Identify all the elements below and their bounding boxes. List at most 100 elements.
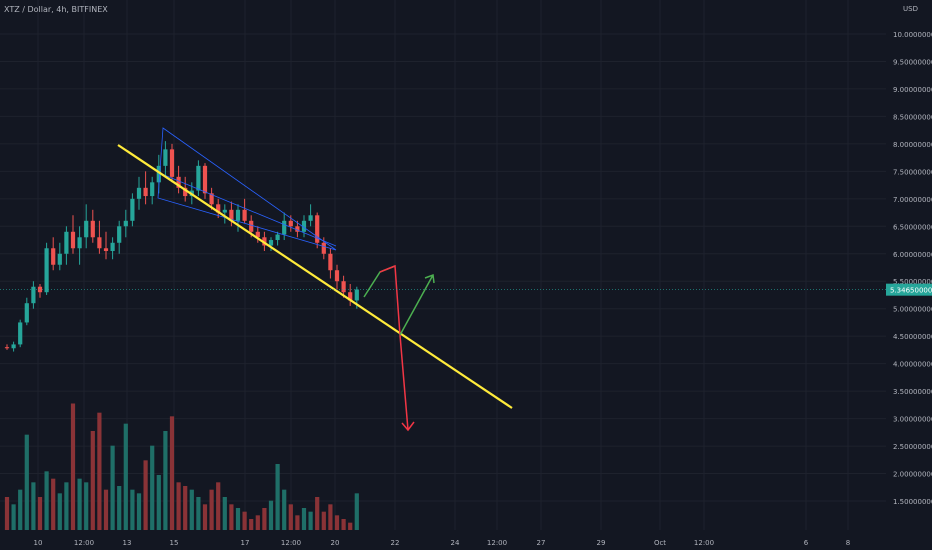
volume-bar bbox=[282, 489, 287, 530]
candle-body bbox=[64, 231, 69, 254]
candle-body bbox=[176, 176, 181, 188]
volume-bar bbox=[18, 489, 23, 530]
bullish-arrow[interactable] bbox=[399, 274, 434, 336]
candle-body bbox=[235, 209, 241, 221]
volume-bar bbox=[57, 493, 62, 530]
volume-bar bbox=[202, 504, 208, 530]
candle-body bbox=[11, 344, 16, 349]
candle-body bbox=[44, 248, 49, 293]
y-tick-label: 2.50000000 bbox=[893, 443, 932, 451]
candle-body bbox=[308, 215, 313, 221]
volume-bar bbox=[209, 489, 214, 530]
drawings[interactable] bbox=[117, 127, 513, 432]
candle-body bbox=[268, 240, 274, 246]
volume-bar bbox=[24, 434, 29, 530]
y-tick-label: 3.00000000 bbox=[893, 416, 932, 424]
candle-body bbox=[348, 292, 353, 301]
bullish-arrow-head bbox=[424, 273, 435, 284]
candle-body bbox=[123, 220, 128, 227]
volume-bar bbox=[315, 497, 320, 530]
candle-body bbox=[209, 193, 214, 205]
candle-body bbox=[169, 149, 175, 177]
candle-body bbox=[4, 347, 10, 349]
candle-body bbox=[150, 182, 155, 197]
volume-bar bbox=[229, 504, 234, 530]
x-tick-label: 12:00 bbox=[74, 539, 94, 547]
candle-body bbox=[110, 242, 115, 252]
last-price-label: 5.34650000 bbox=[890, 287, 932, 295]
candle-body bbox=[354, 289, 359, 301]
candle-body bbox=[255, 231, 260, 238]
price-axis[interactable]: 1.50000000 2.00000000 2.50000000 3.00000000… bbox=[893, 31, 932, 506]
volume-bar bbox=[70, 403, 76, 530]
volume-bar bbox=[189, 489, 194, 530]
volume-bar bbox=[97, 412, 102, 530]
candle-body bbox=[301, 220, 307, 232]
volume-bar bbox=[130, 489, 135, 530]
y-tick-label: 2.00000000 bbox=[893, 471, 932, 479]
support-trendline[interactable] bbox=[117, 144, 513, 409]
candle-body bbox=[57, 253, 62, 265]
candle-body bbox=[163, 149, 168, 166]
volume-bar bbox=[169, 416, 175, 530]
bearish-arrow[interactable] bbox=[399, 334, 409, 431]
y-tick-label: 10.0000000 bbox=[893, 31, 932, 39]
x-tick-label: 12:00 bbox=[694, 539, 714, 547]
pattern-inner-line bbox=[156, 171, 337, 247]
volume-bar bbox=[156, 475, 161, 530]
volume-bar bbox=[64, 482, 69, 530]
candle-body bbox=[97, 237, 102, 249]
candle-body bbox=[249, 220, 254, 232]
candle-body bbox=[321, 242, 326, 254]
volume-bars bbox=[4, 403, 359, 530]
volume-bar bbox=[268, 500, 274, 530]
candle-body bbox=[216, 204, 221, 213]
x-tick-label: 27 bbox=[537, 539, 546, 547]
grid-lines bbox=[0, 0, 886, 530]
currency-label[interactable]: USD bbox=[903, 5, 918, 13]
y-tick-label: 4.00000000 bbox=[893, 361, 932, 369]
y-tick-label: 9.50000000 bbox=[893, 58, 932, 66]
volume-bar bbox=[4, 497, 10, 530]
candle-body bbox=[18, 322, 23, 345]
symbol-title[interactable]: XTZ / Dollar, 4h, BITFINEX bbox=[4, 5, 108, 14]
bearish-arrow-head bbox=[401, 421, 415, 432]
volume-bar bbox=[321, 511, 326, 530]
candle-body bbox=[70, 231, 76, 249]
volume-bar bbox=[11, 504, 16, 530]
volume-bar bbox=[183, 486, 188, 530]
candle-body bbox=[24, 303, 29, 323]
candle-body bbox=[51, 248, 56, 265]
volume-bar bbox=[90, 431, 95, 530]
y-tick-label: 3.50000000 bbox=[893, 388, 932, 396]
volume-bar bbox=[275, 464, 280, 530]
candle-body bbox=[156, 165, 161, 183]
candle-body bbox=[183, 187, 188, 197]
y-tick-label: 6.50000000 bbox=[893, 223, 932, 231]
volume-bar bbox=[341, 519, 346, 530]
y-tick-label: 4.50000000 bbox=[893, 333, 932, 341]
volume-bar bbox=[51, 478, 56, 530]
volume-bar bbox=[348, 522, 353, 530]
candle-body bbox=[90, 220, 95, 238]
candle-body bbox=[130, 198, 135, 221]
candle-body bbox=[202, 165, 208, 194]
candle-body bbox=[103, 248, 109, 252]
scenario-down-path[interactable] bbox=[379, 264, 401, 336]
candle-body bbox=[84, 220, 89, 238]
y-tick-label: 8.50000000 bbox=[893, 113, 932, 121]
candle-body bbox=[341, 281, 346, 293]
pattern-triangle[interactable] bbox=[157, 127, 337, 251]
y-tick-label: 9.00000000 bbox=[893, 86, 932, 94]
x-tick-label: 29 bbox=[597, 539, 606, 547]
volume-bar bbox=[44, 471, 49, 530]
x-tick-label: 8 bbox=[846, 539, 850, 547]
volume-bar bbox=[176, 482, 181, 530]
x-tick-label: 17 bbox=[241, 539, 250, 547]
x-tick-label: 22 bbox=[391, 539, 400, 547]
last-price-badge bbox=[886, 283, 932, 296]
time-axis[interactable]: 10 12:00 13 15 17 12:00 20 22 24 12:00 27 29 Oct 12:0… bbox=[34, 539, 851, 547]
x-tick-label: 20 bbox=[331, 539, 340, 547]
volume-bar bbox=[77, 478, 82, 530]
